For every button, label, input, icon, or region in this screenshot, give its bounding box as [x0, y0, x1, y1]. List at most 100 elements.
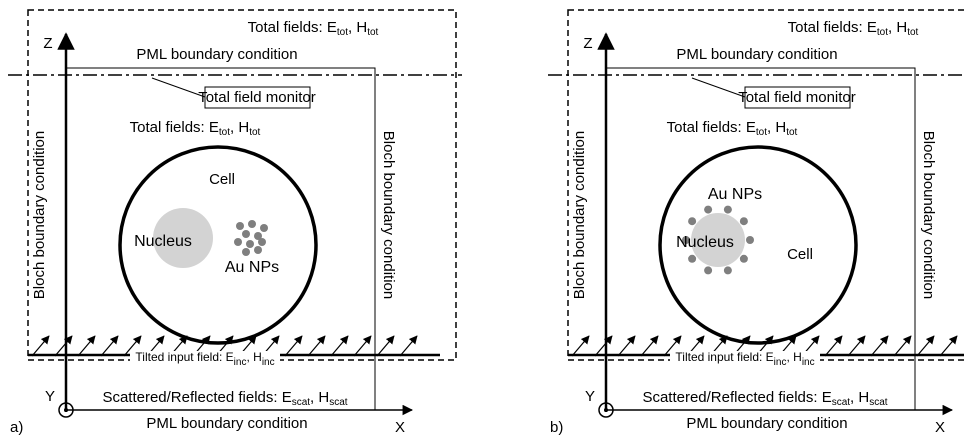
axis-label: X: [395, 419, 405, 436]
panel-label: a): [10, 419, 23, 436]
subscript: inc: [234, 357, 247, 368]
subscript: tot: [337, 27, 348, 38]
pml-bottom-label: PML boundary condition: [686, 415, 847, 432]
au-nanoparticle: [740, 217, 748, 225]
pml-top-label: PML boundary condition: [136, 46, 297, 63]
text-part: Total fields: E: [667, 119, 756, 136]
y-axis-dot: [604, 408, 608, 412]
input-arrow: [572, 336, 589, 356]
cell-label: Cell: [787, 246, 813, 263]
input-arrow: [400, 336, 417, 356]
au-nps-label: Au NPs: [708, 186, 762, 203]
axis-label: Y: [45, 388, 55, 405]
subscript: scat: [292, 397, 311, 408]
subscript: scat: [869, 397, 888, 408]
au-nanoparticle: [242, 248, 250, 256]
subscript: scat: [832, 397, 851, 408]
monitor-leader: [152, 78, 205, 97]
text-part: Scattered/Reflected fields: E: [102, 389, 291, 406]
au-nanoparticle: [688, 255, 696, 263]
au-nanoparticle: [260, 224, 268, 232]
au-nanoparticle: [236, 222, 244, 230]
text-part: Tilted input field: E: [135, 350, 233, 364]
text-part: Scattered/Reflected fields: E: [642, 389, 831, 406]
au-nanoparticle: [688, 217, 696, 225]
text-part: , H: [246, 350, 261, 364]
subscript: tot: [367, 27, 378, 38]
subscript: tot: [756, 127, 767, 138]
au-nanoparticle: [746, 236, 754, 244]
input-arrow: [618, 336, 635, 356]
au-nanoparticle: [704, 266, 712, 274]
subscript: inc: [262, 357, 275, 368]
input-arrow: [32, 336, 49, 356]
pml-top-label: PML boundary condition: [676, 46, 837, 63]
input-arrow: [595, 336, 612, 356]
au-nanoparticle: [740, 255, 748, 263]
nucleus-label: Nucleus: [676, 234, 734, 251]
au-nanoparticle: [248, 220, 256, 228]
panel-label: b): [550, 419, 563, 436]
text-part: , H: [888, 19, 907, 36]
y-axis-dot: [64, 408, 68, 412]
monitor-label: Total field monitor: [198, 89, 316, 106]
bloch-left-label: Bloch boundary condition: [31, 131, 48, 299]
scattered-label: Scattered/Reflected fields: Escat, Hscat: [102, 389, 347, 408]
cell-label: Cell: [209, 171, 235, 188]
bloch-left-label: Bloch boundary condition: [571, 131, 588, 299]
text-part: , H: [767, 119, 786, 136]
input-arrow: [917, 336, 934, 356]
au-nanoparticle: [724, 266, 732, 274]
subscript: tot: [877, 27, 888, 38]
axis-label: Z: [583, 35, 592, 52]
input-arrow: [825, 336, 842, 356]
input-arrow: [354, 336, 371, 356]
au-nanoparticle: [234, 238, 242, 246]
monitor-leader: [692, 78, 745, 97]
input-arrow: [78, 336, 95, 356]
inner-fields-label: Total fields: Etot, Htot: [130, 119, 261, 138]
pml-bottom-label: PML boundary condition: [146, 415, 307, 432]
text-part: , H: [230, 119, 249, 136]
text-part: , H: [786, 350, 801, 364]
text-part: , H: [850, 389, 869, 406]
au-nanoparticle: [242, 230, 250, 238]
input-arrow: [894, 336, 911, 356]
subscript: tot: [786, 127, 797, 138]
input-arrow: [331, 336, 348, 356]
bloch-right-label: Bloch boundary condition: [920, 131, 937, 299]
input-arrow: [641, 336, 658, 356]
text-part: , H: [310, 389, 329, 406]
subscript: inc: [802, 357, 815, 368]
tilted-input-label: Tilted input field: Einc, Hinc: [135, 350, 274, 367]
text-part: Total fields: E: [248, 19, 337, 36]
au-nps-label: Au NPs: [225, 259, 279, 276]
input-arrow: [285, 336, 302, 356]
au-nanoparticle: [258, 238, 266, 246]
input-arrow: [55, 336, 72, 356]
input-arrow: [940, 336, 957, 356]
input-arrow: [101, 336, 118, 356]
au-nanoparticle: [704, 206, 712, 214]
text-part: Total fields: E: [130, 119, 219, 136]
tilted-input-label: Tilted input field: Einc, Hinc: [675, 350, 814, 367]
subscript: scat: [329, 397, 348, 408]
text-part: Total fields: E: [788, 19, 877, 36]
monitor-label: Total field monitor: [738, 89, 856, 106]
axis-label: Y: [585, 388, 595, 405]
input-arrow: [848, 336, 865, 356]
nucleus-label: Nucleus: [134, 233, 192, 250]
subscript: inc: [774, 357, 787, 368]
inner-fields-label: Total fields: Etot, Htot: [667, 119, 798, 138]
input-arrow: [377, 336, 394, 356]
bloch-right-label: Bloch boundary condition: [380, 131, 397, 299]
axis-label: X: [935, 419, 945, 436]
au-nanoparticle: [254, 246, 262, 254]
axis-label: Z: [43, 35, 52, 52]
outer-fields-label: Total fields: Etot, Htot: [788, 19, 919, 38]
input-arrow: [871, 336, 888, 356]
diagram: ZXYa)Total fields: Etot, HtotPML boundar…: [0, 0, 964, 438]
au-nanoparticle: [246, 240, 254, 248]
